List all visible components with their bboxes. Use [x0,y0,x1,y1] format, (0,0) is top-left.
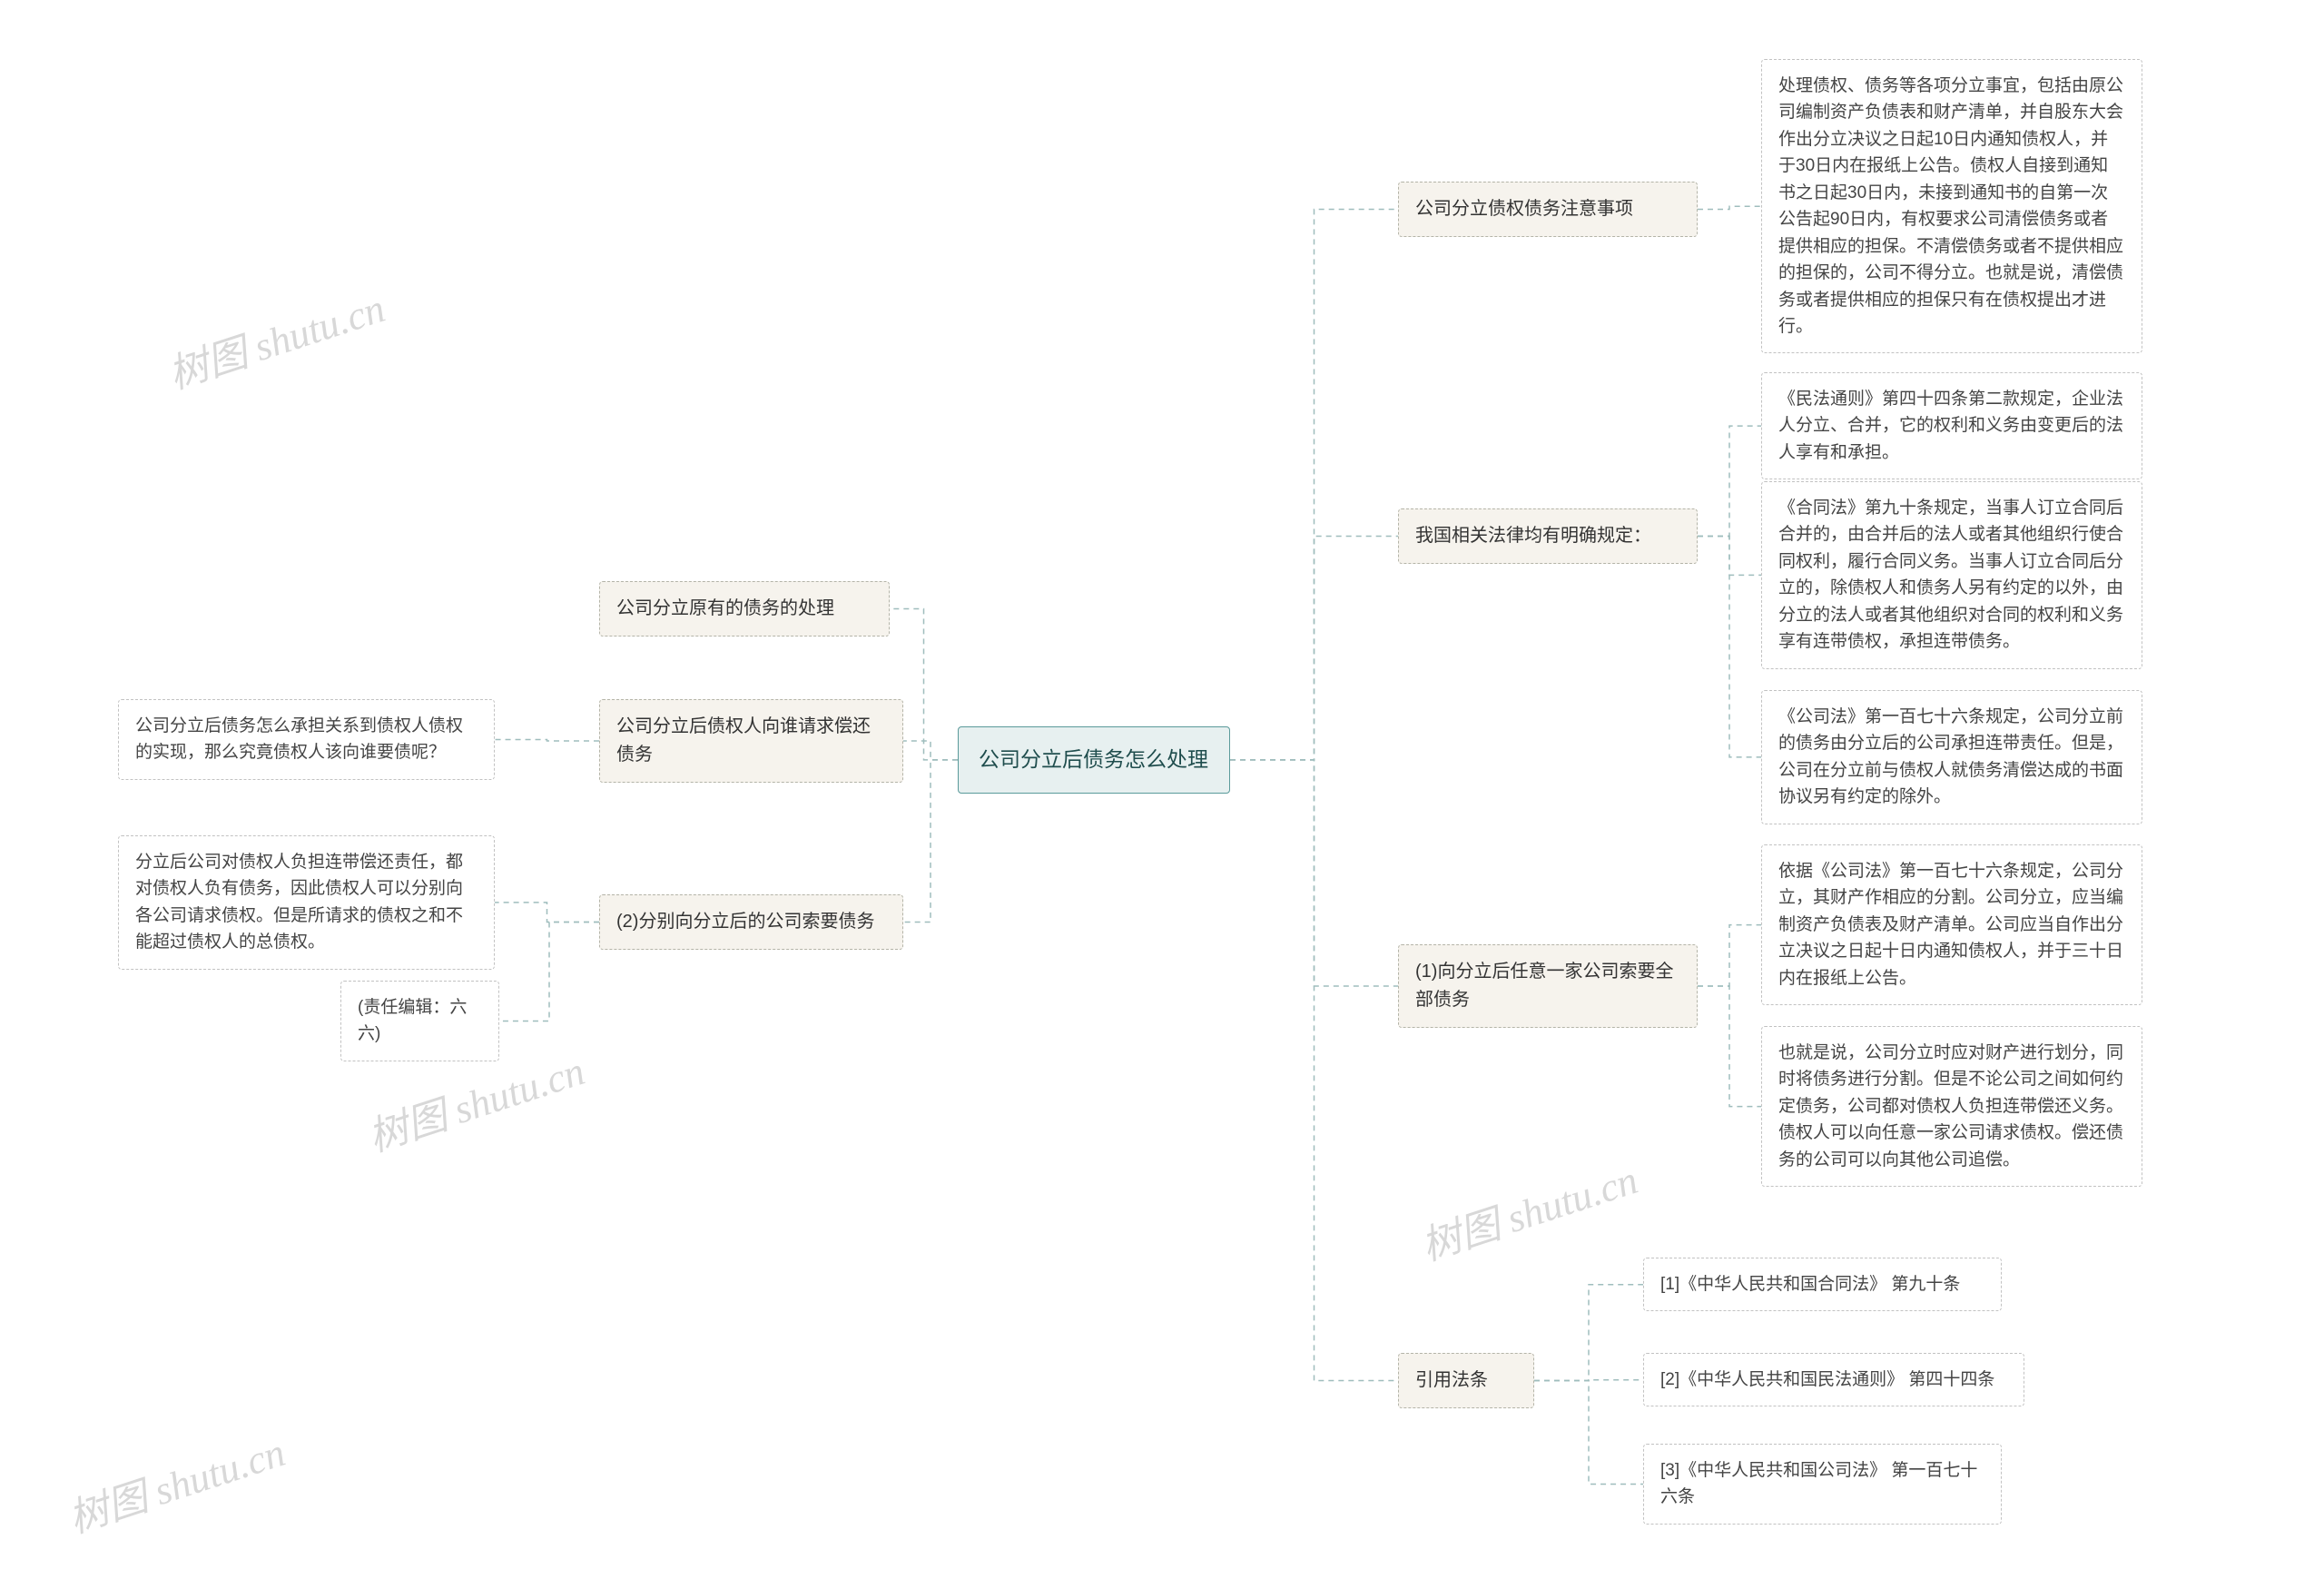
branch-original-debt[interactable]: 公司分立原有的债务的处理 [599,581,890,637]
watermark: 树图 shutu.cn [60,1419,291,1544]
watermark: 树图 shutu.cn [160,275,391,400]
branch-citations[interactable]: 引用法条 [1398,1353,1534,1408]
leaf-editor[interactable]: (责任编辑：六六) [340,981,499,1061]
branch-claim-each[interactable]: (2)分别向分立后的公司索要债务 [599,894,903,950]
leaf-basis[interactable]: 依据《公司法》第一百七十六条规定，公司分立，其财产作相应的分割。公司分立，应当编… [1761,844,2142,1005]
leaf-law-minfa[interactable]: 《民法通则》第四十四条第二款规定，企业法人分立、合并，它的权利和义务由变更后的法… [1761,372,2142,479]
leaf-cite-1[interactable]: [1]《中华人民共和国合同法》 第九十条 [1643,1258,2002,1311]
branch-who-to-claim[interactable]: 公司分立后债权人向谁请求偿还债务 [599,699,903,783]
leaf-law-hetong[interactable]: 《合同法》第九十条规定，当事人订立合同后合并的，由合并后的法人或者其他组织行使合… [1761,481,2142,669]
branch-laws[interactable]: 我国相关法律均有明确规定： [1398,508,1698,564]
leaf-cite-2[interactable]: [2]《中华人民共和国民法通则》 第四十四条 [1643,1353,2024,1406]
watermark: 树图 shutu.cn [1413,1147,1644,1271]
leaf-each-detail[interactable]: 分立后公司对债权人负担连带偿还责任，都对债权人负有债务，因此债权人可以分别向各公… [118,835,495,970]
leaf-explain[interactable]: 也就是说，公司分立时应对财产进行划分，同时将债务进行分割。但是不论公司之间如何约… [1761,1026,2142,1187]
root-node[interactable]: 公司分立后债务怎么处理 [958,726,1230,794]
leaf-who-detail[interactable]: 公司分立后债务怎么承担关系到债权人债权的实现，那么究竟债权人该向谁要债呢？ [118,699,495,780]
leaf-notice-detail[interactable]: 处理债权、债务等各项分立事宜，包括由原公司编制资产负债表和财产清单，并自股东大会… [1761,59,2142,353]
branch-claim-any[interactable]: (1)向分立后任意一家公司索要全部债务 [1398,944,1698,1028]
leaf-law-gongsi[interactable]: 《公司法》第一百七十六条规定，公司分立前的债务由分立后的公司承担连带责任。但是，… [1761,690,2142,824]
leaf-cite-3[interactable]: [3]《中华人民共和国公司法》 第一百七十六条 [1643,1444,2002,1525]
branch-notice[interactable]: 公司分立债权债务注意事项 [1398,182,1698,237]
